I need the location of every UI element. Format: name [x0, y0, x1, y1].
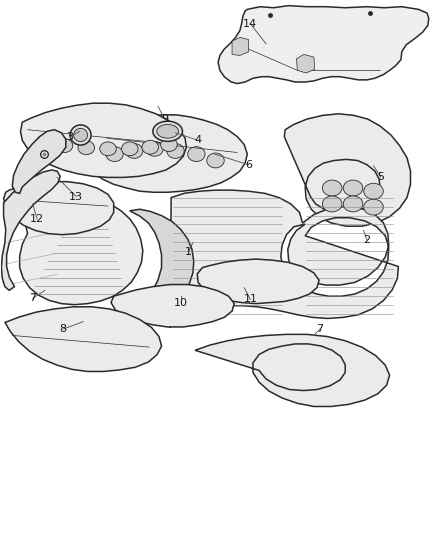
Text: 5: 5	[378, 172, 385, 182]
Polygon shape	[111, 285, 234, 327]
Ellipse shape	[70, 125, 91, 145]
Ellipse shape	[322, 180, 342, 196]
Polygon shape	[218, 6, 429, 84]
Ellipse shape	[74, 128, 88, 142]
Text: 8: 8	[60, 324, 67, 334]
Ellipse shape	[100, 142, 116, 156]
Ellipse shape	[37, 135, 53, 149]
Ellipse shape	[364, 183, 383, 199]
Ellipse shape	[161, 138, 177, 151]
Ellipse shape	[142, 140, 159, 154]
Polygon shape	[232, 37, 249, 55]
Ellipse shape	[125, 143, 143, 158]
Polygon shape	[20, 193, 143, 305]
Text: 2: 2	[364, 235, 371, 245]
Polygon shape	[297, 54, 315, 73]
Text: 4: 4	[194, 135, 201, 146]
Text: 14: 14	[243, 19, 258, 29]
Polygon shape	[21, 103, 186, 177]
Ellipse shape	[121, 142, 138, 156]
Polygon shape	[170, 190, 398, 328]
Text: 12: 12	[30, 214, 44, 224]
Text: 6: 6	[245, 160, 252, 169]
Polygon shape	[5, 307, 162, 372]
Text: 7: 7	[316, 324, 324, 334]
Ellipse shape	[343, 180, 363, 196]
Ellipse shape	[207, 153, 224, 168]
Ellipse shape	[322, 196, 342, 212]
Ellipse shape	[56, 139, 73, 152]
Polygon shape	[1, 170, 60, 290]
Ellipse shape	[106, 147, 123, 161]
Text: 7: 7	[29, 293, 36, 303]
Polygon shape	[195, 334, 390, 407]
Text: 1: 1	[185, 247, 192, 257]
Polygon shape	[4, 182, 114, 235]
Ellipse shape	[157, 124, 179, 138]
Ellipse shape	[146, 141, 163, 156]
Text: 9: 9	[161, 114, 168, 124]
Polygon shape	[12, 130, 66, 193]
Polygon shape	[130, 209, 194, 305]
Ellipse shape	[153, 121, 183, 141]
Polygon shape	[197, 259, 319, 304]
Ellipse shape	[167, 143, 184, 158]
Text: 10: 10	[174, 297, 188, 308]
Ellipse shape	[364, 199, 383, 215]
Text: 13: 13	[69, 191, 83, 201]
Ellipse shape	[343, 196, 363, 212]
Polygon shape	[284, 114, 410, 226]
Text: 11: 11	[244, 294, 258, 304]
Ellipse shape	[78, 141, 95, 155]
Ellipse shape	[187, 147, 205, 161]
Text: 3: 3	[67, 132, 74, 142]
Polygon shape	[86, 115, 247, 192]
